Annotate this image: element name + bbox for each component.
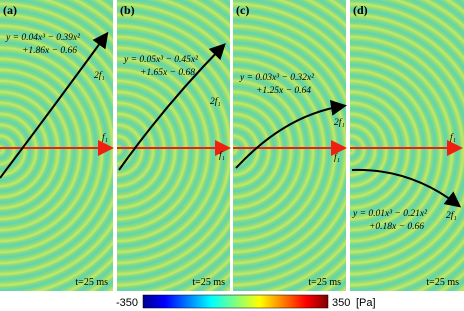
- panel: (c) y = 0.03x³ − 0.32x² +1.25x − 0.64 2f…: [233, 0, 347, 291]
- line-label: f₁: [102, 132, 108, 143]
- equation: +1.65x − 0.68: [140, 68, 195, 78]
- panel-label: (c): [236, 3, 249, 17]
- equation: +1.86x − 0.66: [22, 46, 77, 56]
- black-arrow: [118, 43, 226, 171]
- equation: y = 0.04x³ − 0.39x²: [5, 33, 80, 43]
- curve-label: 2f₁: [334, 117, 345, 128]
- panel-label: (d): [353, 3, 368, 17]
- wave-field: [350, 0, 464, 291]
- time-label: t=25 ms: [308, 277, 341, 288]
- equation: +0.18x − 0.66: [369, 222, 424, 232]
- black-arrow: [235, 99, 347, 169]
- line-label: f₁: [450, 132, 456, 143]
- line-label: f₁: [219, 150, 225, 161]
- colorbar-min: -350: [116, 297, 138, 309]
- wave-field: [0, 0, 113, 291]
- colorbar-max: 350: [332, 297, 350, 309]
- black-arrow: [351, 168, 462, 208]
- colorbar: [142, 294, 329, 309]
- wave-field: [233, 0, 346, 291]
- curve-label: 2f₁: [94, 70, 105, 81]
- panel: (a) y = 0.04x³ − 0.39x² +1.86x − 0.66 2f…: [0, 0, 114, 291]
- equation: y = 0.01x³ − 0.21x²: [352, 209, 427, 219]
- equation: +1.25x − 0.64: [256, 86, 311, 96]
- panel: (b) y = 0.05x³ − 0.45x² +1.65x − 0.68 2f…: [117, 0, 231, 291]
- curve-label: 2f₁: [210, 96, 221, 107]
- time-label: t=25 ms: [75, 277, 108, 288]
- line-label: f₁: [334, 152, 340, 163]
- black-arrow: [0, 31, 109, 179]
- panel-label: (a): [3, 3, 17, 17]
- panel-label: (b): [120, 3, 135, 17]
- curve-label: 2f₁: [446, 210, 457, 221]
- time-label: t=25 ms: [426, 277, 459, 288]
- time-label: t=25 ms: [192, 277, 225, 288]
- wave-field: [117, 0, 230, 291]
- colorbar-unit: [Pa]: [356, 297, 376, 309]
- panel: (d) y = 0.01x³ − 0.21x² +0.18x − 0.66 2f…: [350, 0, 464, 291]
- equation: y = 0.05x³ − 0.45x²: [123, 55, 198, 65]
- equation: y = 0.03x³ − 0.32x²: [239, 73, 314, 83]
